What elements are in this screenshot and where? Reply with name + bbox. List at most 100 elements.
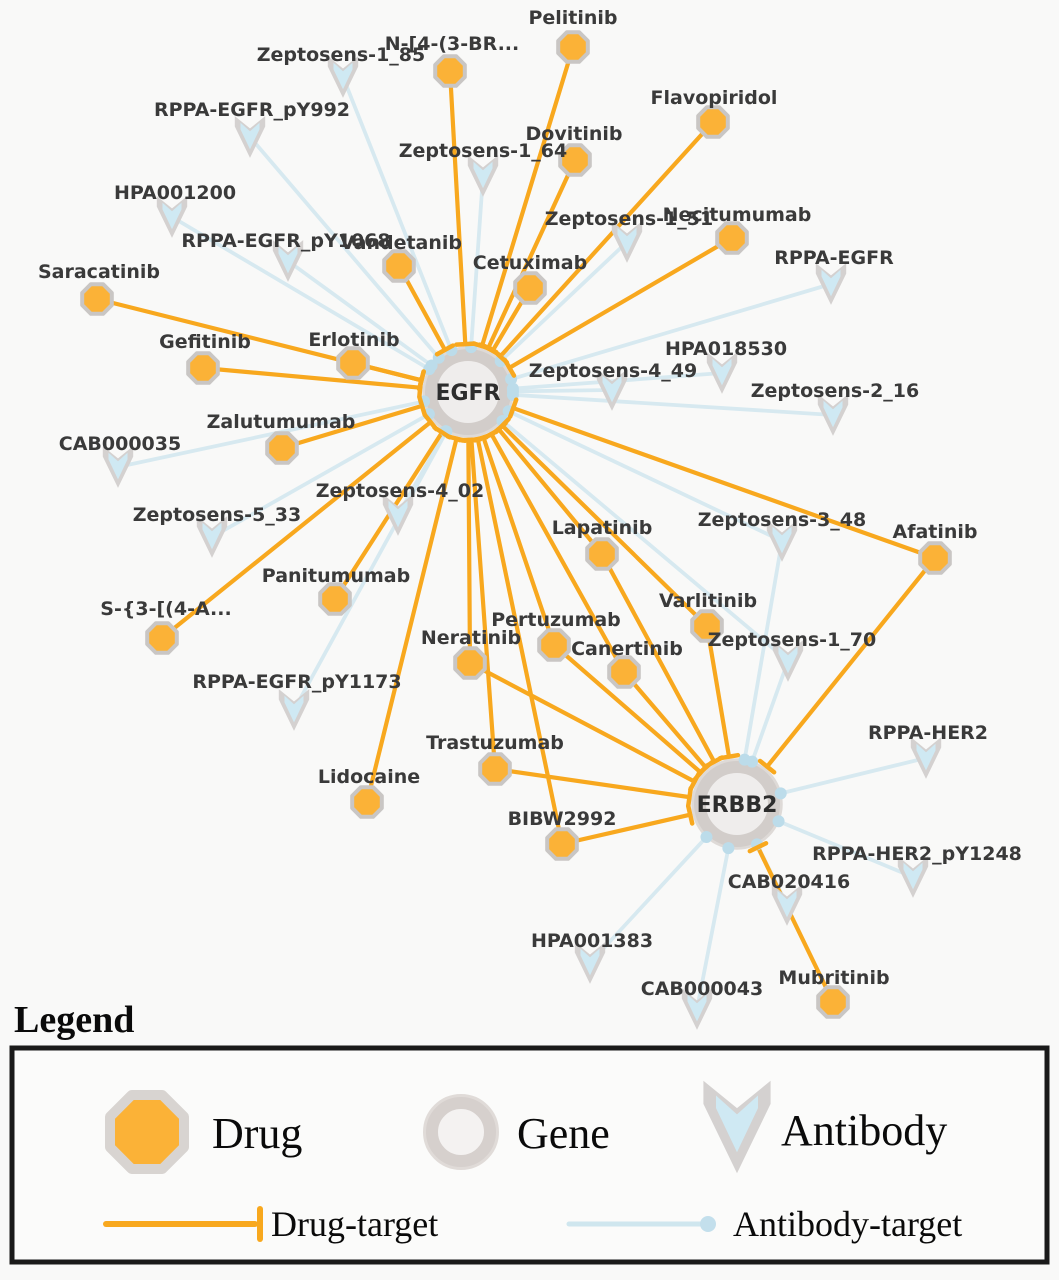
drug-target-edge-dovitinib-egfr xyxy=(486,157,578,351)
drug-node-panitumumab xyxy=(318,582,352,616)
antibody-dart-fill xyxy=(388,500,408,528)
drug-node-pelitinib xyxy=(556,30,590,64)
antibody-node-zeptosens-1-51 xyxy=(611,221,643,263)
antibody-target-edge-rppa-her2-py1248-erbb2 xyxy=(776,819,915,879)
drug-node-varlitinib xyxy=(690,609,724,643)
antibody-legend-label: Antibody xyxy=(781,1106,947,1155)
drug-target-edge-lidocaine-egfr xyxy=(364,436,459,805)
antibody-node-zeptosens-4-02 xyxy=(382,494,414,536)
antibody-dart-fill xyxy=(777,890,797,918)
drug-node-lidocaine xyxy=(350,785,384,819)
antibody-edge-endpoint-rppa-her2-erbb2 xyxy=(774,787,787,800)
drug-edge-tee-erlotinib-egfr xyxy=(417,369,426,392)
antibody-dart-fill xyxy=(821,269,841,297)
drug-node-cetuximab xyxy=(513,271,547,305)
antibody-dart-fill xyxy=(712,358,732,386)
node-label-rppa-egfr-py1068: RPPA-EGFR_pY1068 xyxy=(181,230,390,252)
node-label-rppa-egfr-py1173: RPPA-EGFR_pY1173 xyxy=(192,671,401,693)
antibody-target-edge-zeptosens-1-64-egfr xyxy=(469,174,485,350)
antibody-node-rppa-egfr-py992 xyxy=(234,116,266,158)
antibody-dart-fill xyxy=(580,948,600,976)
antibody-node-zeptosens-3-48 xyxy=(766,520,798,562)
drug-edge-tee-zalutumumab-egfr xyxy=(417,394,427,417)
antibody-target-edges-layer xyxy=(116,75,928,1011)
antibody-edge-endpoint-cab000043-erbb2 xyxy=(722,842,735,855)
drug-target-edge-trastuzumab-erbb2 xyxy=(492,766,692,800)
gene-legend-label: Gene xyxy=(517,1109,610,1158)
drug-target-edge-n-4-3-br-egfr xyxy=(447,68,468,347)
antibody-node-hpa001200 xyxy=(156,196,188,238)
node-label-bibw2992: BIBW2992 xyxy=(508,808,617,830)
antibody-dart-fill xyxy=(772,526,792,554)
antibody-node-zeptosens-1-70 xyxy=(772,640,804,682)
gene-node-erbb2: ERBB2 xyxy=(691,758,783,850)
antibody-dart-fill xyxy=(778,646,798,674)
drug-target-edge-canertinib-erbb2 xyxy=(621,669,708,770)
node-label-zeptosens-1-51: Zeptosens-1_51 xyxy=(545,208,713,230)
antibody-target-edge-rppa-her2-erbb2 xyxy=(778,756,928,796)
drug-edge-tee-bibw2992-erbb2 xyxy=(685,803,695,826)
antibody-dart-fill xyxy=(284,695,304,723)
drug-target-edge-afatinib-egfr xyxy=(511,405,938,561)
drug-target-edges-layer xyxy=(94,44,938,1005)
node-label-hpa018530: HPA018530 xyxy=(665,338,787,360)
drug-edge-tee-s-3-4-a-egfr xyxy=(422,412,439,432)
node-label-rppa-egfr: RPPA-EGFR xyxy=(774,247,894,269)
antibody-dart-fill xyxy=(687,994,707,1022)
antibody-dart-fill xyxy=(916,743,936,771)
drug-node-pertuzumab xyxy=(537,628,571,662)
node-label-cab000035: CAB000035 xyxy=(59,433,181,455)
gene-legend-icon-halo xyxy=(423,1094,499,1170)
antibody-target-edge-hpa001383-erbb2 xyxy=(588,835,709,965)
node-label-zeptosens-4-49: Zeptosens-4_49 xyxy=(529,360,697,382)
antibody-nodes-layer xyxy=(102,56,942,1030)
node-label-cab000043: CAB000043 xyxy=(641,978,763,1000)
drug-node-flavopiridol xyxy=(696,105,730,139)
node-label-zeptosens-1-64: Zeptosens-1_64 xyxy=(399,140,567,162)
drug-target-edge-pelitinib-egfr xyxy=(479,44,576,349)
antibody-dart-fill xyxy=(333,62,353,90)
node-label-zalutumumab: Zalutumumab xyxy=(207,411,356,433)
node-label-zeptosens-2-16: Zeptosens-2_16 xyxy=(751,380,919,402)
drug-node-lapatinib xyxy=(585,537,619,571)
antibody-dart-fill xyxy=(240,122,260,150)
antibody-node-hpa001383 xyxy=(574,942,606,984)
gene-node-ring xyxy=(425,349,511,435)
antibody-dart-fill xyxy=(602,375,622,403)
drug-edge-tee-lidocaine-egfr xyxy=(445,434,468,444)
gene-node-halo xyxy=(691,758,783,850)
node-label-zeptosens-4-02: Zeptosens-4_02 xyxy=(316,480,484,502)
legend: Legend Drug Gene Antibody Drug-target An… xyxy=(9,999,1050,1265)
drug-node-bibw2992 xyxy=(545,827,579,861)
antibody-node-rppa-egfr-py1173 xyxy=(278,689,310,731)
antibody-node-cab000043 xyxy=(681,988,713,1030)
node-label-varlitinib: Varlitinib xyxy=(659,590,757,612)
antibody-target-edge-rppa-egfr-egfr xyxy=(509,282,833,382)
antibody-dart-fill xyxy=(473,161,493,189)
antibody-node-zeptosens-1-64 xyxy=(467,155,499,197)
node-label-hpa001383: HPA001383 xyxy=(531,930,653,952)
antibody-dart-fill xyxy=(278,246,298,274)
antibody-node-zeptosens-4-49 xyxy=(596,369,628,411)
drug-edge-tee-afatinib-erbb2 xyxy=(757,758,777,775)
antibody-target-edge-rppa-egfr-py992-egfr xyxy=(248,135,441,360)
antibody-target-edge-zeptosens-3-48-erbb2 xyxy=(742,539,784,762)
node-label-cab020416: CAB020416 xyxy=(728,871,850,893)
antibody-target-edge-zeptosens-1-70-egfr xyxy=(500,419,790,663)
node-label-zeptosens-3-48: Zeptosens-3_48 xyxy=(698,509,866,531)
antibody-target-legend-label: Antibody-target xyxy=(733,1204,962,1244)
node-label-zeptosens-1-70: Zeptosens-1_70 xyxy=(708,629,876,651)
node-label-flavopiridol: Flavopiridol xyxy=(651,87,778,109)
antibody-node-hpa018530 xyxy=(706,352,738,394)
drug-target-edge-neratinib-egfr xyxy=(466,437,473,666)
antibody-target-edge-zeptosens-4-49-egfr xyxy=(511,388,614,394)
drug-target-edge-gefitinib-egfr xyxy=(200,365,423,390)
drug-node-zalutumumab xyxy=(265,431,299,465)
antibody-target-edge-zeptosens-1-85-egfr xyxy=(341,75,454,353)
node-label-gefitinib: Gefitinib xyxy=(159,331,251,353)
node-label-erlotinib: Erlotinib xyxy=(308,329,399,351)
node-label-rppa-her2: RPPA-HER2 xyxy=(868,722,988,744)
drug-edge-tee-canertinib-erbb2 xyxy=(696,759,715,776)
node-label-canertinib: Canertinib xyxy=(571,638,683,660)
